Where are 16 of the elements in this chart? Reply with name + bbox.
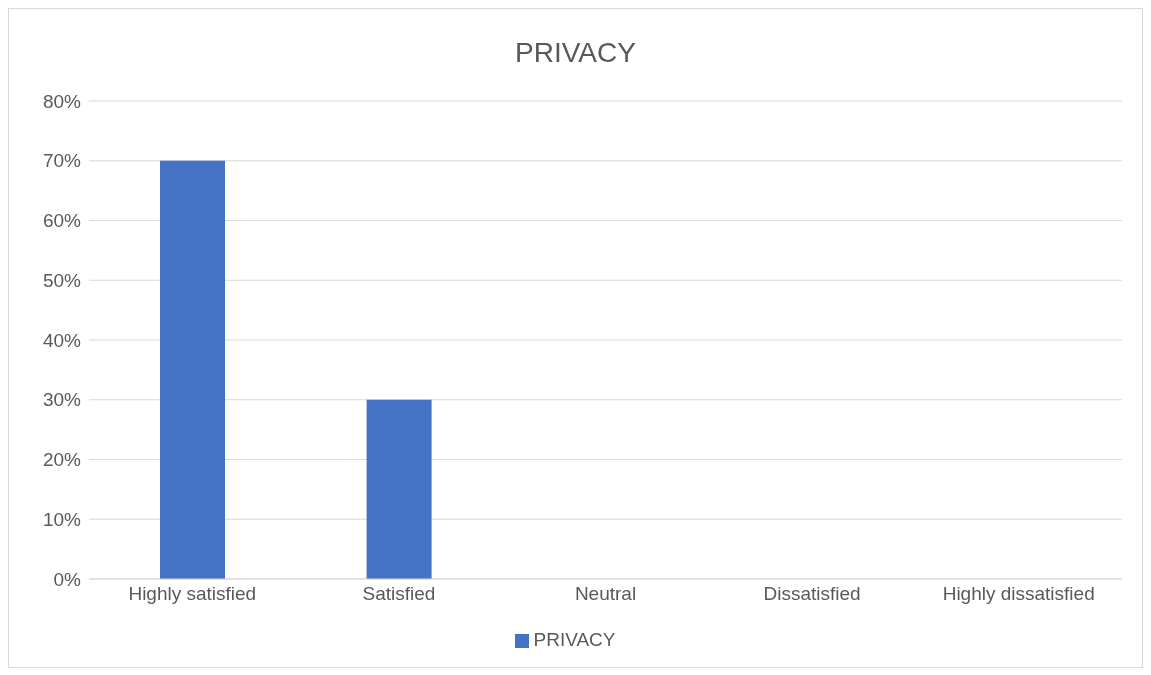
y-tick-label: 20% <box>42 449 82 471</box>
y-tick-label: 80% <box>42 90 82 112</box>
y-tick-label: 50% <box>42 269 82 291</box>
legend-label: PRIVACY <box>533 629 616 650</box>
x-tick-label: Neutral <box>574 583 637 605</box>
x-tick-label: Satisfied <box>362 583 436 605</box>
y-tick-label: 0% <box>53 568 82 590</box>
x-tick-label: Dissatisfied <box>763 583 861 605</box>
y-tick-label: 60% <box>42 210 82 232</box>
x-tick-label: Highly dissatisfied <box>942 583 1095 605</box>
x-tick-label: Highly satisfied <box>128 583 257 605</box>
y-tick-label: 30% <box>42 389 82 411</box>
chart-title: PRIVACY <box>514 36 637 70</box>
y-tick-label: 70% <box>42 150 82 172</box>
y-tick-label: 10% <box>42 508 82 530</box>
y-tick-label: 40% <box>42 329 82 351</box>
